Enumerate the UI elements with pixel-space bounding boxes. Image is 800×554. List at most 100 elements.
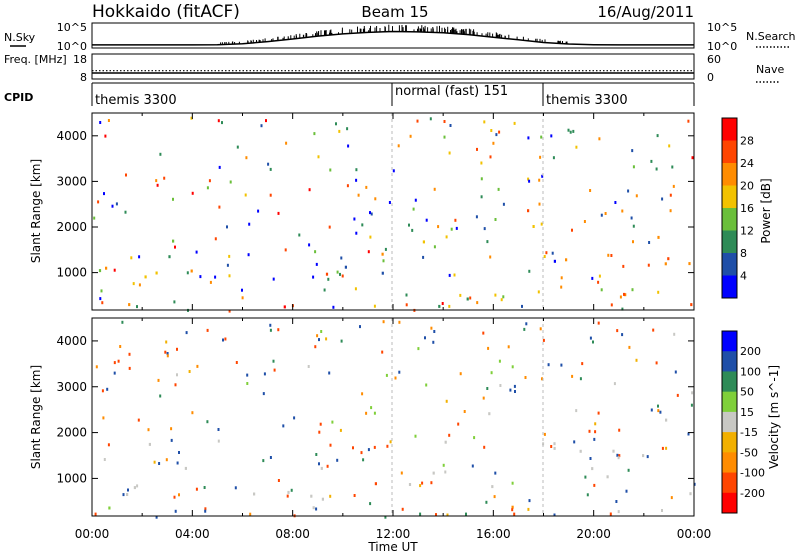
heatmap-cell [664,262,667,266]
heatmap-cell [446,513,449,517]
heatmap-cell [453,273,456,277]
colorbar-swatch [722,118,737,141]
heatmap-cell [540,222,543,226]
heatmap-cell [476,147,478,151]
x-tick-label: 16:00 [476,527,511,541]
heatmap-cell [229,180,232,184]
heatmap-cell [369,211,371,215]
heatmap-cell [332,305,335,309]
heatmap-cell [652,328,655,332]
heatmap-cell [341,274,344,278]
heatmap-cell [272,359,275,363]
heatmap-cell [690,403,693,407]
heatmap-cell [594,430,597,434]
heatmap-cell [553,259,556,263]
heatmap-cell [262,459,265,463]
heatmap-cell [176,347,178,351]
heatmap-cell [433,245,436,249]
heatmap-cell [459,293,462,297]
heatmap-cell [248,222,251,226]
heatmap-cell [315,262,318,266]
heatmap-cell [419,484,422,488]
heatmap-cell [382,259,385,263]
heatmap-cell [185,331,188,335]
colorbar-swatch [722,331,737,352]
heatmap-cell [691,391,694,395]
heatmap-cell [494,471,497,475]
heatmap-cell [122,493,125,497]
heatmap-cell [374,482,377,486]
heatmap-cell [588,429,591,433]
heatmap-cell [583,220,586,223]
heatmap-cell [569,130,572,134]
heatmap-cell [147,428,150,432]
heatmap-cell [581,362,584,366]
heatmap-cell [571,374,574,378]
heatmap-cell [155,179,158,183]
heatmap-cell [448,433,451,437]
heatmap-cell [312,506,315,510]
heatmap-cell [449,124,452,127]
heatmap-cell [155,271,158,275]
velocity-panel: 1000 2000 3000 4000 Slant Range [km] 200 100… [29,317,781,554]
heatmap-cell [190,269,193,273]
heatmap-cell [290,488,293,492]
beam-title: Beam 15 [361,3,428,21]
heatmap-cell [547,363,550,367]
heatmap-cell [328,225,331,229]
heatmap-cell [552,156,555,160]
heatmap-cell [592,340,594,344]
heatmap-cell [163,176,166,180]
heatmap-cell [217,428,220,431]
heatmap-cell [615,500,618,503]
heatmap-cell [136,484,139,488]
heatmap-cell [265,119,267,123]
x-tick-label: 08:00 [275,527,310,541]
heatmap-cell [500,298,503,302]
heatmap-cell [586,493,589,497]
heatmap-cell [422,240,425,244]
heatmap-cell [318,338,320,342]
heatmap-cell [386,444,389,448]
heatmap-cell [469,296,472,300]
heatmap-cell [513,384,516,388]
heatmap-cell [486,240,489,244]
heatmap-cell [631,288,634,292]
heatmap-cell [374,197,377,201]
heatmap-cell [693,482,696,486]
heatmap-cell [174,383,177,387]
heatmap-cell [550,445,553,448]
heatmap-cell [241,288,243,292]
heatmap-cell [488,412,491,416]
heatmap-cell [532,225,535,228]
cpid-segment-1: themis 3300 [95,93,177,108]
heatmap-cell [318,462,320,466]
heatmap-cell [381,350,384,354]
colorbar-tick-label: 24 [740,157,754,170]
heatmap-cell [435,513,437,517]
y-tick-label: 2000 [56,426,87,440]
heatmap-cell [365,185,368,189]
heatmap-cell [398,370,401,374]
heatmap-cell [253,492,256,496]
heatmap-cell [597,280,600,284]
heatmap-cell [269,456,272,459]
heatmap-cell [600,288,603,292]
colorbar-tick-label: 20 [740,180,754,193]
heatmap-cell [355,168,358,172]
colorbar-swatch [722,185,737,209]
heatmap-cell [105,266,108,270]
heatmap-cell [499,384,502,387]
heatmap-cell [373,304,376,308]
x-tick-label: 00:00 [677,527,712,541]
heatmap-cell [600,213,603,217]
heatmap-cell [441,302,444,305]
heatmap-cell [443,120,446,123]
heatmap-cell [609,512,612,516]
heatmap-cell [156,183,159,187]
heatmap-cell [429,117,432,121]
heatmap-cell [329,494,332,498]
x-tick-label: 04:00 [175,527,210,541]
heatmap-cell [166,354,169,358]
heatmap-cell [385,373,388,377]
